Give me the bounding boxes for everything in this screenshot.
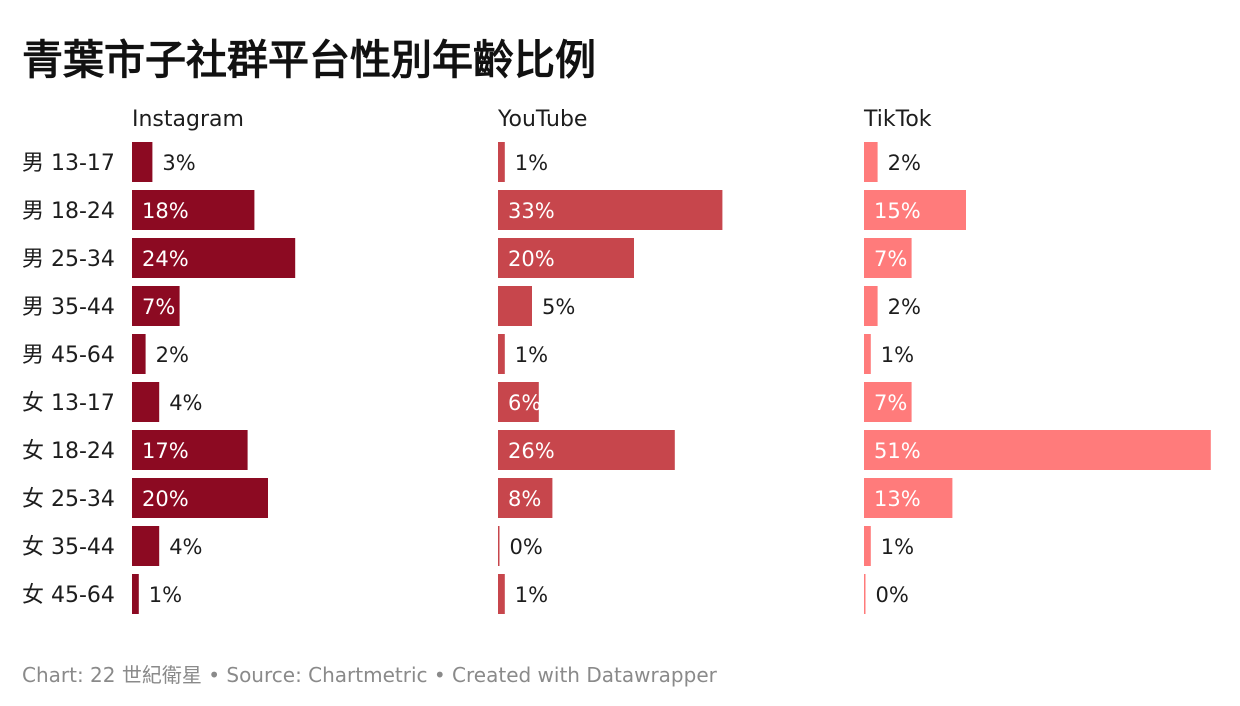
value-label-instagram: 4% <box>169 391 202 415</box>
value-label-instagram: 7% <box>142 295 175 319</box>
value-label-tiktok: 1% <box>881 343 914 367</box>
bar-tiktok <box>864 238 912 278</box>
bar-instagram <box>132 334 146 374</box>
bar-tiktok <box>864 142 878 182</box>
row-label: 女 18-24 <box>22 439 115 464</box>
value-label-tiktok: 51% <box>874 439 921 463</box>
bar-tiktok <box>864 286 878 326</box>
panel-title-tiktok: TikTok <box>863 107 932 132</box>
value-label-instagram: 4% <box>169 535 202 559</box>
value-label-instagram: 20% <box>142 487 189 511</box>
value-label-youtube: 0% <box>510 535 543 559</box>
value-label-instagram: 3% <box>162 151 195 175</box>
bar-instagram <box>132 238 296 278</box>
value-label-youtube: 1% <box>515 583 548 607</box>
value-label-instagram: 2% <box>156 343 189 367</box>
value-label-youtube: 1% <box>515 343 548 367</box>
bar-tiktok <box>864 478 953 518</box>
value-label-instagram: 1% <box>149 583 182 607</box>
small-multiples-bar-chart: 男 13-17 男 18-24 男 25-34 男 35-44 男 45-64 女 13-… <box>22 107 1211 614</box>
value-label-tiktok: 0% <box>876 583 909 607</box>
value-label-youtube: 5% <box>542 295 575 319</box>
value-label-tiktok: 2% <box>888 151 921 175</box>
bar-tiktok <box>864 430 1211 470</box>
bar-tiktok <box>864 526 871 566</box>
bar-youtube <box>498 238 634 278</box>
value-label-youtube: 1% <box>515 151 548 175</box>
bar-tiktok <box>864 334 871 374</box>
row-label: 男 45-64 <box>22 343 115 368</box>
bar-youtube <box>498 478 553 518</box>
bar-instagram <box>132 382 160 422</box>
bar-instagram <box>132 286 180 326</box>
value-label-instagram: 18% <box>142 199 189 223</box>
bar-youtube <box>498 382 539 422</box>
bar-youtube <box>498 286 532 326</box>
value-label-tiktok: 15% <box>874 199 921 223</box>
value-label-tiktok: 13% <box>874 487 921 511</box>
row-label: 女 45-64 <box>22 583 115 608</box>
chart-footer: Chart: 22 世紀衛星 • Source: Chartmetric • C… <box>22 663 717 687</box>
bar-instagram <box>132 430 248 470</box>
value-label-youtube: 6% <box>508 391 541 415</box>
bar-youtube <box>498 190 723 230</box>
bar-instagram <box>132 478 268 518</box>
bar-tiktok <box>864 190 966 230</box>
bar-instagram <box>132 142 153 182</box>
row-label: 男 18-24 <box>22 199 115 224</box>
row-label: 女 25-34 <box>22 487 115 512</box>
row-label: 女 35-44 <box>22 535 115 560</box>
bar-youtube <box>498 526 500 566</box>
row-label: 男 25-34 <box>22 247 115 272</box>
value-label-tiktok: 7% <box>874 247 907 271</box>
value-label-tiktok: 2% <box>888 295 921 319</box>
bar-tiktok <box>864 382 912 422</box>
bar-youtube <box>498 334 505 374</box>
panel-title-instagram: Instagram <box>132 107 244 132</box>
value-label-youtube: 26% <box>508 439 555 463</box>
value-label-tiktok: 7% <box>874 391 907 415</box>
bar-youtube <box>498 142 505 182</box>
bar-tiktok <box>864 574 866 614</box>
bar-instagram <box>132 526 160 566</box>
row-label: 男 13-17 <box>22 151 115 176</box>
chart-title: 青葉市子社群平台性別年齡比例 <box>22 36 596 84</box>
row-label: 男 35-44 <box>22 295 115 320</box>
bar-youtube <box>498 430 675 470</box>
value-label-instagram: 17% <box>142 439 189 463</box>
row-label: 女 13-17 <box>22 391 115 416</box>
bar-instagram <box>132 574 139 614</box>
value-label-youtube: 20% <box>508 247 555 271</box>
bar-instagram <box>132 190 255 230</box>
value-label-youtube: 33% <box>508 199 555 223</box>
value-label-instagram: 24% <box>142 247 189 271</box>
panel-title-youtube: YouTube <box>497 107 587 132</box>
value-label-tiktok: 1% <box>881 535 914 559</box>
value-label-youtube: 8% <box>508 487 541 511</box>
bar-youtube <box>498 574 505 614</box>
